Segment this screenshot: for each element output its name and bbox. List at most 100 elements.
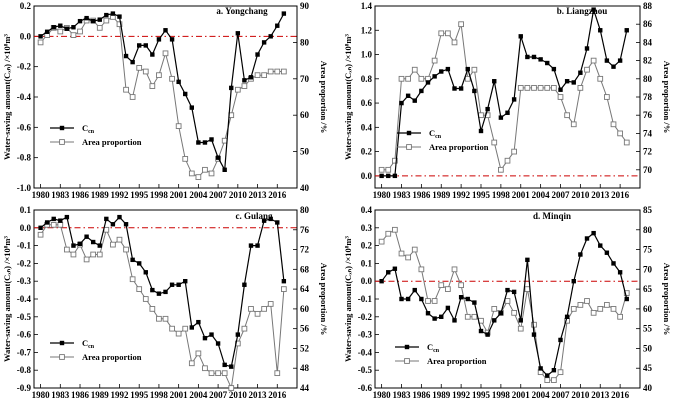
panel-title: a. Yongchang (216, 6, 268, 16)
cen-point (196, 319, 201, 325)
cen-point (281, 279, 287, 284)
cen-point (617, 58, 623, 63)
cen-point (209, 137, 214, 142)
legend-area-marker (404, 358, 410, 364)
area-point (617, 130, 623, 137)
x-tick-label: 1983 (393, 190, 412, 200)
x-tick-label: 1992 (452, 390, 471, 400)
x-tick-label: 1995 (472, 390, 491, 400)
x-tick-label: 1998 (492, 390, 511, 400)
cen-point (472, 300, 477, 305)
area-point (411, 66, 418, 73)
legend-area-label: Area proportion (427, 356, 487, 366)
area-point (248, 306, 254, 312)
left-tick-label: -0.7 (17, 347, 32, 357)
legend-cen-marker (59, 125, 65, 131)
area-point (261, 306, 267, 312)
left-tick-label: -0.2 (17, 62, 32, 72)
legend-cen-label: Ccn (429, 128, 442, 140)
x-tick-label: 2001 (512, 190, 531, 200)
cen-point (150, 287, 155, 293)
cen-point (110, 222, 116, 227)
area-point (195, 174, 202, 180)
cen-point (156, 291, 162, 296)
area-point (610, 306, 617, 312)
cen-point (584, 46, 590, 51)
area-point (169, 75, 175, 82)
x-tick-label: 2010 (571, 190, 590, 200)
right-tick-label: 88 (643, 1, 653, 11)
cen-point (386, 270, 391, 275)
right-tick-label: 78 (643, 92, 653, 102)
area-point (405, 254, 411, 261)
x-tick-label: 2016 (611, 390, 630, 400)
cen-point (248, 75, 254, 80)
cen-point (584, 236, 590, 241)
cen-point (611, 261, 616, 266)
series-cen-line (40, 216, 285, 368)
left-tick-label: 0.2 (361, 147, 373, 157)
cen-point (531, 332, 537, 337)
area-point (241, 83, 248, 89)
cen-point (465, 296, 470, 302)
series-area-line (381, 24, 628, 171)
cen-point (261, 40, 267, 45)
right-tick-label: 76 (643, 110, 653, 120)
cen-point (571, 80, 576, 85)
area-point (590, 57, 597, 64)
cen-point (591, 230, 596, 236)
left-tick-label: 0.0 (361, 171, 373, 181)
cen-point (281, 11, 287, 16)
right-axis-label: Area proportion /% (662, 61, 672, 133)
x-tick-label: 2013 (591, 390, 610, 400)
x-tick-label: 2010 (571, 390, 590, 400)
cen-point (44, 29, 50, 34)
area-point (70, 251, 77, 258)
legend-cen-label: Ccn (82, 338, 95, 350)
left-tick-label: -0.3 (17, 276, 32, 286)
area-point (570, 306, 577, 312)
x-tick-label: 2016 (268, 190, 287, 200)
cen-point (222, 167, 227, 172)
x-tick-label: 2007 (552, 190, 571, 200)
right-tick-label: 76 (300, 225, 310, 235)
left-tick-label: 0.6 (361, 98, 373, 108)
cen-point (511, 97, 517, 102)
area-point (544, 377, 551, 383)
cen-point (492, 79, 497, 84)
left-tick-label: 0.2 (361, 241, 373, 251)
cen-point (163, 28, 168, 33)
area-point (254, 72, 261, 79)
cen-point (485, 332, 490, 337)
x-tick-label: 2007 (552, 390, 571, 400)
x-tick-label: 2001 (170, 190, 189, 200)
cen-point (143, 43, 148, 48)
area-point (234, 86, 241, 93)
x-tick-label: 2013 (249, 390, 268, 400)
x-tick-label: 1980 (32, 190, 51, 200)
cen-point (215, 155, 221, 160)
area-point (64, 246, 70, 253)
legend-area-marker (59, 139, 65, 145)
cen-point (472, 88, 477, 94)
x-tick-label: 1986 (71, 390, 90, 400)
cen-point (571, 279, 576, 284)
cen-point (538, 57, 543, 62)
cen-point (591, 7, 596, 12)
cen-point (439, 69, 444, 74)
left-tick-label: 0.8 (361, 74, 373, 84)
area-point (57, 221, 64, 228)
cen-point (77, 241, 83, 247)
area-point (116, 21, 123, 28)
panel-title: c. Gulang (235, 211, 273, 221)
area-point (451, 39, 458, 46)
cen-point (392, 266, 398, 271)
area-point (241, 325, 248, 332)
cen-point (439, 314, 444, 319)
area-point (228, 385, 235, 391)
legend-cen-subscript: cn (88, 129, 95, 135)
area-point (604, 302, 610, 308)
area-point (564, 112, 570, 119)
right-tick-label: 44 (300, 383, 310, 393)
cen-point (405, 296, 411, 302)
